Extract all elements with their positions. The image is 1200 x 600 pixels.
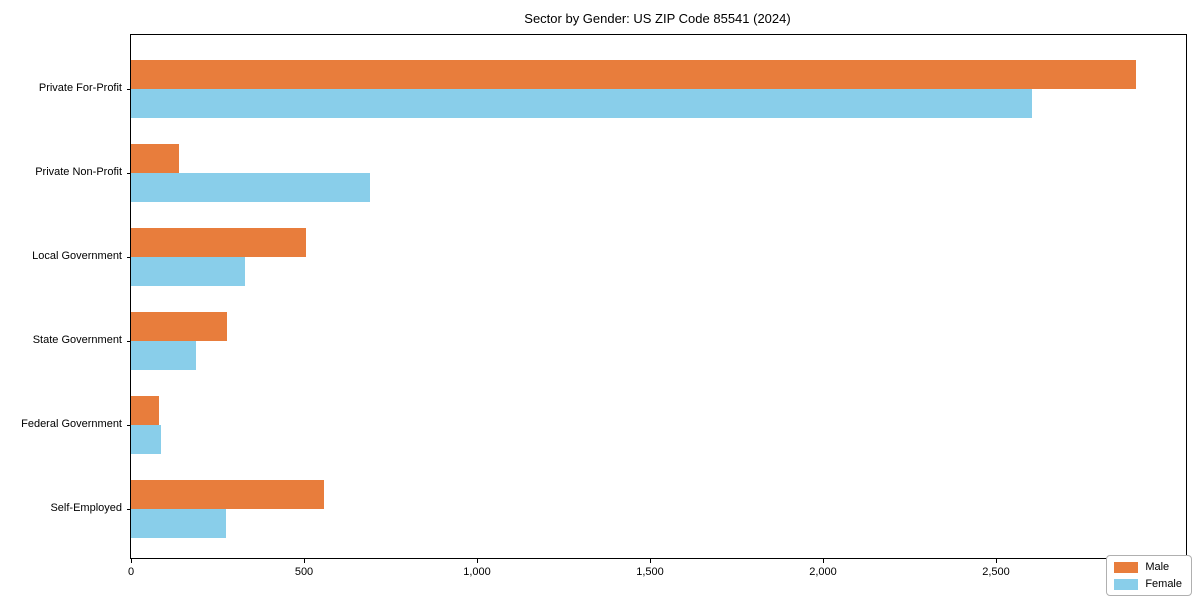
legend-item-female: Female [1114, 578, 1182, 590]
y-axis-category-label: Federal Government [21, 418, 122, 430]
x-tick-mark [477, 559, 478, 563]
bar-male-0 [131, 60, 1136, 89]
y-tick-mark [127, 257, 131, 258]
x-tick-mark [996, 559, 997, 563]
y-tick-mark [127, 425, 131, 426]
legend-label-male: Male [1145, 561, 1170, 573]
y-axis-category-label: Private For-Profit [38, 82, 122, 94]
y-axis-category-label: State Government [32, 334, 122, 346]
y-axis-category-label: Private Non-Profit [35, 166, 122, 178]
x-axis-tick-label: 500 [294, 566, 314, 578]
x-axis-tick-label: 2,500 [982, 566, 1010, 578]
y-tick-mark [127, 173, 131, 174]
x-axis-tick-label: 0 [127, 566, 135, 578]
x-axis-tick-label: 1,500 [636, 566, 664, 578]
legend-swatch-female-icon [1114, 578, 1139, 590]
y-tick-mark [127, 341, 131, 342]
x-tick-mark [650, 559, 651, 563]
y-axis-category-label: Self-Employed [50, 502, 122, 514]
x-tick-mark [304, 559, 305, 563]
bar-female-1 [131, 173, 370, 202]
bar-female-0 [131, 89, 1032, 118]
bar-male-5 [131, 480, 324, 509]
bar-male-1 [131, 144, 179, 173]
bar-male-2 [131, 228, 306, 257]
y-tick-mark [127, 509, 131, 510]
x-axis-tick-label: 2,000 [809, 566, 837, 578]
bar-male-4 [131, 396, 159, 425]
legend: Male Female [1106, 555, 1192, 596]
y-axis-category-label: Local Government [32, 250, 122, 262]
x-axis-tick-label: 1,000 [463, 566, 491, 578]
bar-female-5 [131, 509, 226, 538]
x-tick-mark [823, 559, 824, 563]
bar-female-2 [131, 257, 245, 286]
bar-female-3 [131, 341, 196, 370]
legend-label-female: Female [1145, 578, 1182, 590]
bar-female-4 [131, 425, 161, 454]
y-tick-mark [127, 89, 131, 90]
bar-male-3 [131, 312, 227, 341]
chart-title: Sector by Gender: US ZIP Code 85541 (202… [524, 11, 791, 26]
legend-swatch-male-icon [1114, 561, 1139, 573]
x-tick-mark [131, 559, 132, 563]
legend-item-male: Male [1114, 561, 1182, 573]
